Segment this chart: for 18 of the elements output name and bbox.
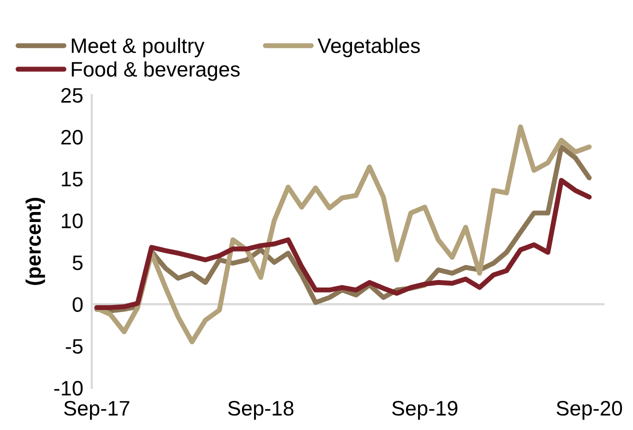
x-tick-label: Sep-19: [392, 400, 458, 420]
y-tick-label: -10: [54, 380, 83, 396]
y-axis-title: (percent): [26, 198, 46, 285]
legend-label: Vegetables: [318, 38, 420, 58]
line-series: [94, 178, 592, 310]
x-tick-label: Sep-20: [556, 400, 622, 420]
y-tick-label: 15: [62, 172, 83, 186]
line-series: [94, 124, 592, 344]
x-tick-label: Sep-17: [64, 400, 130, 420]
y-tick-label: 0: [72, 297, 83, 312]
y-tick-label: 5: [72, 256, 83, 270]
y-tick-label: 10: [62, 214, 83, 228]
y-tick-label: 20: [61, 130, 83, 145]
legend-label: Food & beverages: [72, 61, 240, 81]
x-tick-label: Sep-18: [228, 400, 294, 420]
legend-label: Meet & poultry: [72, 38, 204, 58]
y-tick-label: -5: [66, 339, 83, 354]
y-tick-label: 25: [61, 88, 83, 103]
